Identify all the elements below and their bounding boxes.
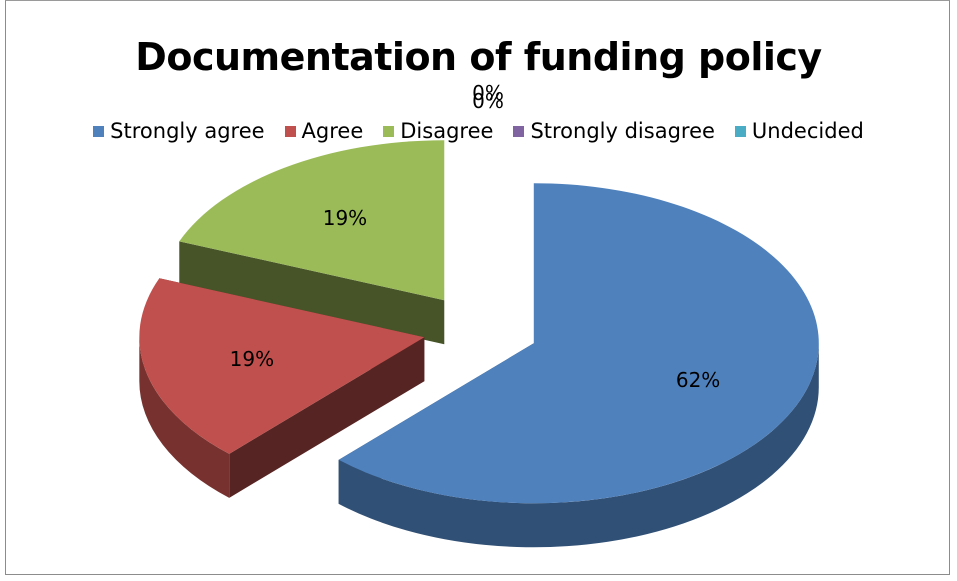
legend-swatch-strongly-agree <box>93 125 105 137</box>
legend-label-agree: Agree <box>301 119 364 143</box>
legend-swatch-agree <box>284 125 296 137</box>
pie-slice-strongly-agree <box>338 183 819 504</box>
legend-swatch-strongly-disagree <box>513 125 525 137</box>
pie-slice-side-strongly-agree-0 <box>338 343 819 548</box>
legend-swatch-undecided <box>734 125 746 137</box>
chart-legend: Strongly agree Agree Disagree Strongly d… <box>6 119 951 143</box>
legend-label-undecided: Undecided <box>751 119 864 143</box>
data-label-strongly-disagree: 0% <box>472 81 504 105</box>
legend-label-disagree: Disagree <box>400 119 494 143</box>
pie-slice-cut-agree-0 <box>229 337 425 498</box>
data-label-agree: 19% <box>230 347 274 371</box>
legend-item-disagree: Disagree <box>383 119 493 143</box>
legend-item-agree: Agree <box>284 119 364 143</box>
pie-slice-disagree <box>179 140 445 301</box>
pie-slice-agree <box>139 278 425 454</box>
chart-title: Documentation of funding policy <box>135 35 822 79</box>
legend-item-strongly-disagree: Strongly disagree <box>513 119 715 143</box>
legend-label-strongly-disagree: Strongly disagree <box>530 119 715 143</box>
legend-label-strongly-agree: Strongly agree <box>110 119 265 143</box>
data-label-disagree: 19% <box>323 206 367 230</box>
legend-item-undecided: Undecided <box>734 119 864 143</box>
legend-swatch-disagree <box>383 125 395 137</box>
pie-slice-side-agree-0 <box>139 337 230 498</box>
legend-item-strongly-agree: Strongly agree <box>93 119 265 143</box>
data-label-undecided: 0% <box>472 89 504 113</box>
pie-slice-cut-disagree-0 <box>179 241 445 345</box>
data-label-strongly-agree: 62% <box>676 368 720 392</box>
